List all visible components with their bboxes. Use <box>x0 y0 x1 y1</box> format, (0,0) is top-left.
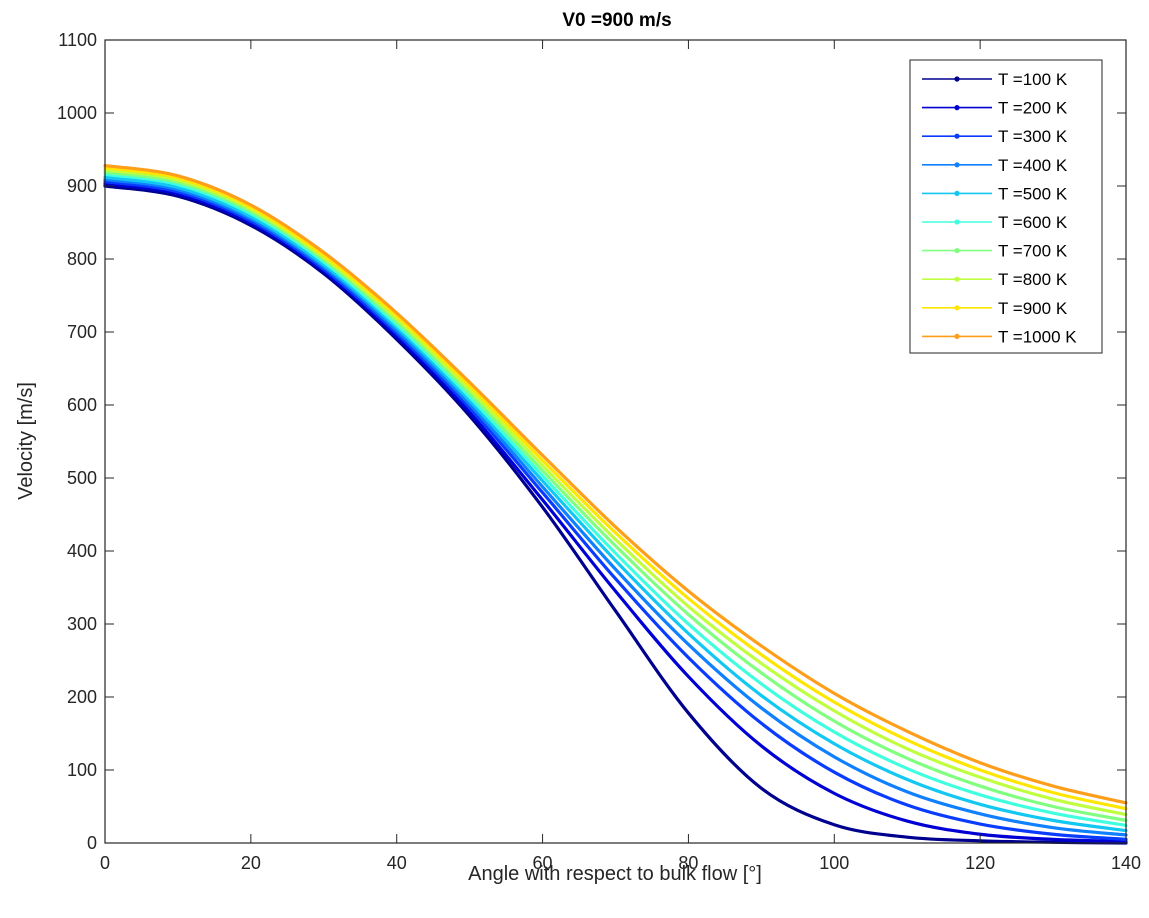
legend-item: T =600 K <box>922 213 1068 232</box>
y-axis: 0 100 200 300 400 500 600 700 800 900 1000 1100 <box>57 30 1126 853</box>
x-axis-label: Angle with respect to bulk flow [°] <box>468 863 762 885</box>
legend-item: T =200 K <box>922 99 1068 118</box>
legend-swatch-marker <box>954 133 960 139</box>
legend-item: T =400 K <box>922 156 1068 175</box>
legend-box <box>909 59 1103 354</box>
x-tick-label: 40 <box>387 853 407 873</box>
y-tick-label: 500 <box>67 468 97 488</box>
y-axis-label: Velocity [m/s] <box>15 382 37 500</box>
y-tick-label: 100 <box>67 760 97 780</box>
y-tick-label: 600 <box>67 395 97 415</box>
y-tick-label: 900 <box>67 176 97 196</box>
chart-title: V0 =900 m/s <box>562 10 671 31</box>
legend-swatch-marker <box>954 105 960 111</box>
series-line-5 <box>103 175 1128 833</box>
y-tick-label: 1000 <box>57 103 97 123</box>
legend-label: T =800 K <box>998 270 1068 289</box>
y-tick-label: 200 <box>67 687 97 707</box>
legend-swatch-marker <box>954 162 960 168</box>
series-line-4 <box>103 177 1128 837</box>
series-line-2 <box>103 182 1128 844</box>
legend-swatch-marker <box>954 248 960 254</box>
y-tick-label: 700 <box>67 322 97 342</box>
x-tick-label: 60 <box>533 853 553 873</box>
y-tick-label: 800 <box>67 249 97 269</box>
plot-frame <box>104 39 1127 844</box>
series-layer <box>103 163 1128 845</box>
series-line-1 <box>103 184 1128 845</box>
legend-item: T =300 K <box>922 127 1068 146</box>
series-line-6 <box>103 172 1128 828</box>
legend-item: T =800 K <box>922 270 1068 289</box>
legend-item: T =700 K <box>922 242 1068 261</box>
x-tick-label: 140 <box>1111 853 1141 873</box>
legend-swatch-marker <box>954 276 960 282</box>
legend-label: T =700 K <box>998 242 1068 261</box>
legend-label: T =900 K <box>998 299 1068 318</box>
series-line-3 <box>103 180 1128 841</box>
legend: T =100 K T =200 K T =300 K T =400 K T =500 K… <box>909 59 1103 354</box>
legend-swatch-marker <box>954 76 960 82</box>
legend-label: T =500 K <box>998 184 1068 203</box>
y-tick-label: 400 <box>67 541 97 561</box>
y-tick-label: 1100 <box>58 30 97 50</box>
legend-item: T =500 K <box>922 184 1068 203</box>
legend-label: T =300 K <box>998 127 1068 146</box>
legend-item: T =100 K <box>922 70 1068 89</box>
legend-label: T =400 K <box>998 156 1068 175</box>
series-line-10 <box>103 163 1128 805</box>
x-tick-label: 100 <box>819 853 849 873</box>
series-line-7 <box>103 170 1128 822</box>
legend-label: T =600 K <box>998 213 1068 232</box>
y-tick-label: 300 <box>67 614 97 634</box>
legend-item: T =1000 K <box>922 327 1077 346</box>
x-tick-label: 80 <box>678 853 698 873</box>
legend-swatch-marker <box>954 219 960 225</box>
legend-swatch-marker <box>954 305 960 311</box>
series-line-9 <box>103 166 1128 811</box>
x-tick-label: 120 <box>965 853 995 873</box>
legend-swatch-marker <box>954 333 960 339</box>
legend-item: T =900 K <box>922 299 1068 318</box>
legend-label: T =100 K <box>998 70 1068 89</box>
x-tick-label: 0 <box>100 853 110 873</box>
legend-label: T =1000 K <box>998 327 1077 346</box>
series-line-8 <box>103 168 1128 817</box>
x-tick-label: 20 <box>241 853 261 873</box>
legend-label: T =200 K <box>998 99 1068 118</box>
y-tick-label: 0 <box>87 833 97 853</box>
x-axis: 0 20 40 60 80 100 120 140 <box>100 40 1141 873</box>
legend-swatch-marker <box>954 190 960 196</box>
